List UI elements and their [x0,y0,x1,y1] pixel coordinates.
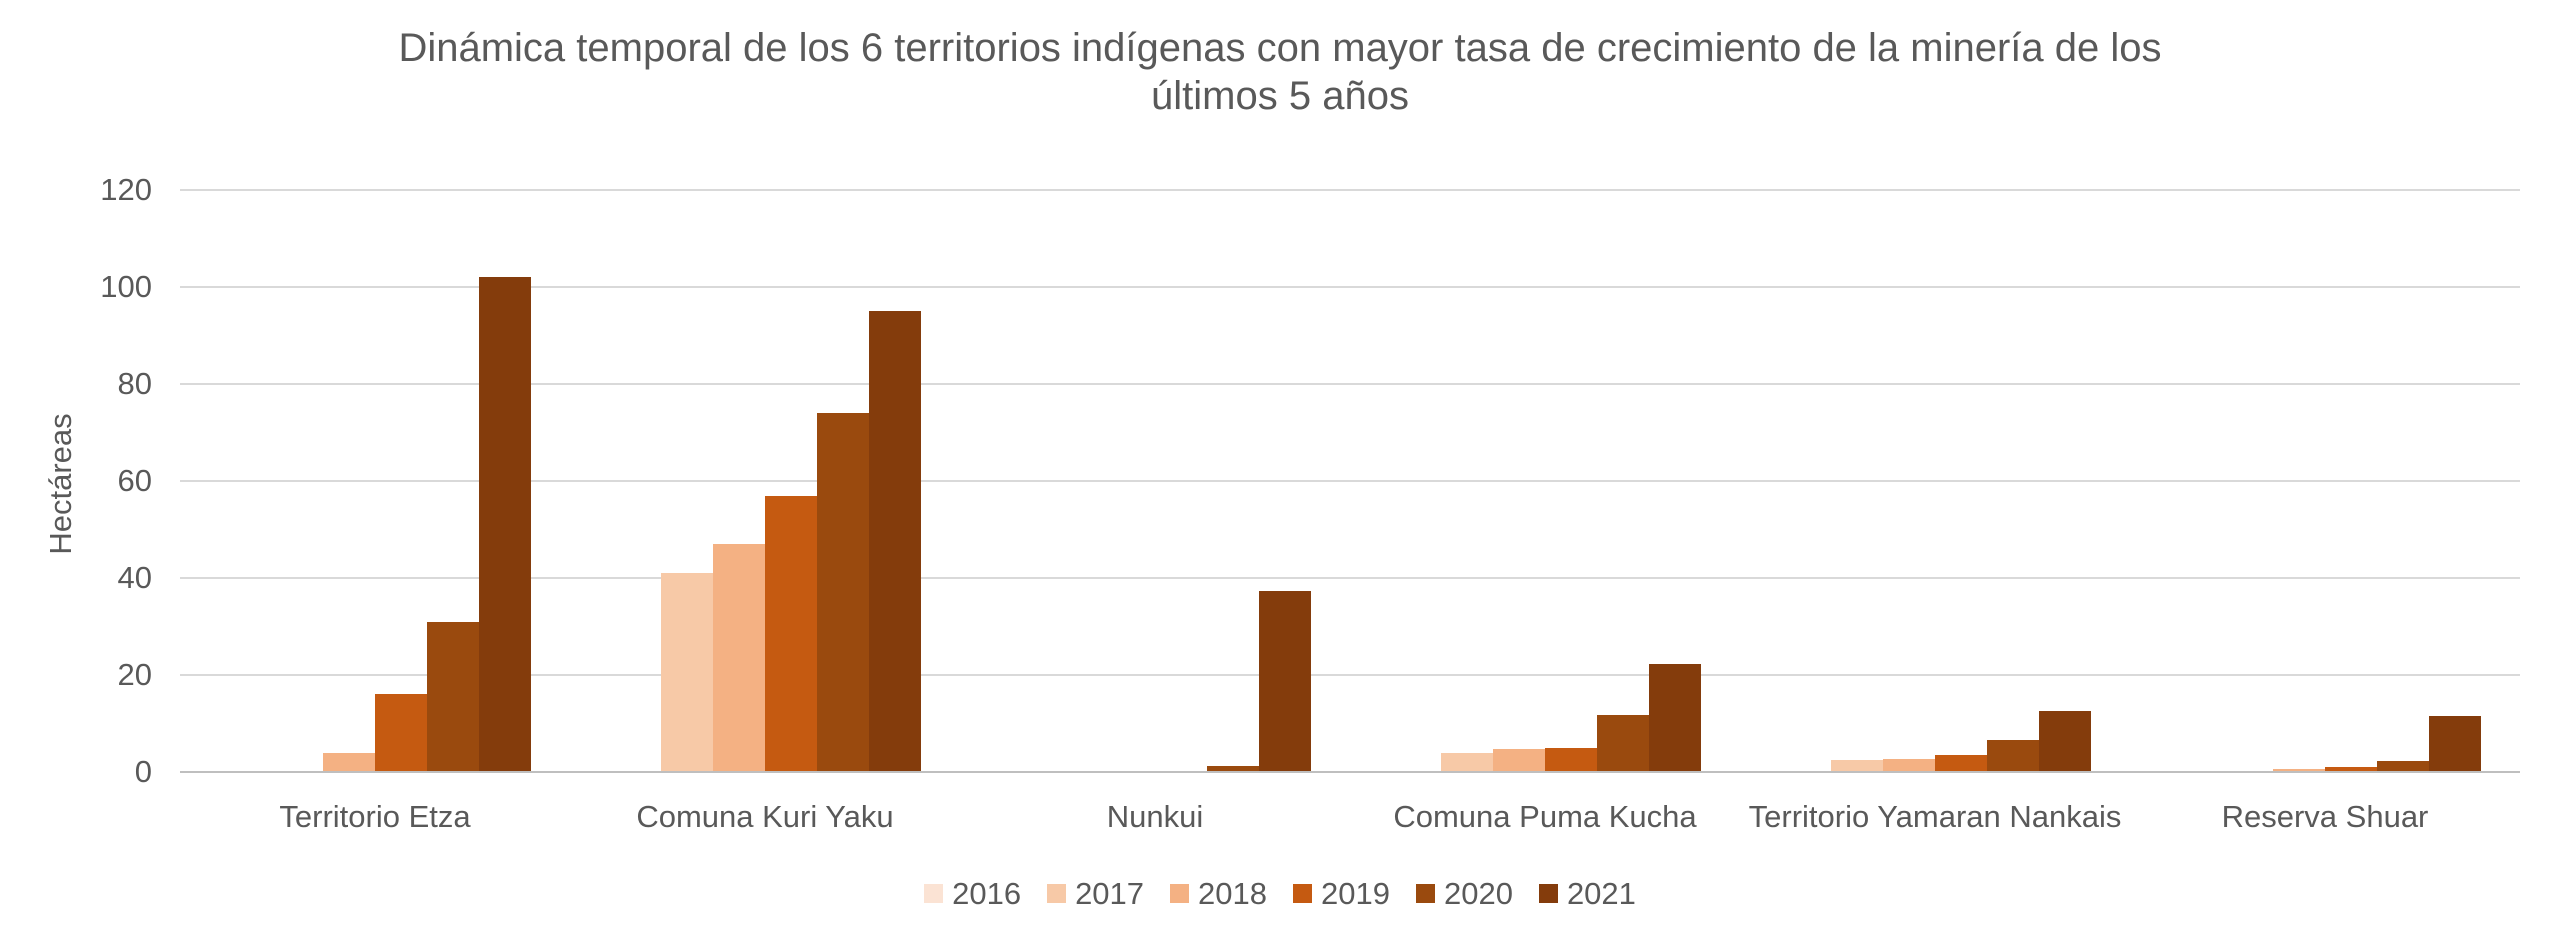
legend-item-2017: 2017 [1047,878,1144,909]
bar-2019-territorio-yamaran-nankais [1935,754,1987,772]
legend-label-2016: 2016 [952,876,1022,911]
y-tick-label: 60 [117,463,152,498]
legend-label-2018: 2018 [1198,876,1267,911]
chart-title-line-2: últimos 5 años [1151,74,1409,118]
legend-item-2020: 2020 [1415,876,1513,911]
gridline [180,189,2520,191]
bar-2018-territorio-yamaran-nankais [1883,758,1935,772]
legend-item-2021: 2021 [1538,876,1636,911]
legend-label-2019: 2019 [1321,876,1390,911]
gridline [180,674,2520,676]
category-label: Territorio Etza [279,799,471,834]
category-label: Nunkui [1106,799,1204,834]
chart-title-line-1: Dinámica temporal de los 6 territorios i… [398,26,2162,70]
legend-swatch-2018 [1170,884,1190,903]
bar-2017-comuna-kuri-yaku [661,573,713,772]
y-tick-label: 0 [134,754,152,789]
bar-2019-territorio-etza [375,694,427,772]
bar-2020-reserva-shuar [2377,760,2429,772]
category-label: Comuna Puma Kucha [1393,799,1697,834]
legend-swatch-2017 [1047,884,1067,903]
category-label: Territorio Yamaran Nankais [1748,799,2122,834]
legend-item-2018: 2018 [1170,878,1267,909]
y-tick-label: 20 [117,657,152,692]
bar-2017-territorio-yamaran-nankais [1831,759,1883,772]
bar-2021-nunkui [1259,591,1311,772]
gridline [180,286,2520,288]
y-tick-label: 120 [100,172,152,207]
legend-swatch-2020 [1415,884,1435,903]
bar-2019-comuna-puma-kucha [1545,747,1597,772]
bar-2020-territorio-etza [427,621,479,772]
y-tick-label: 100 [100,269,152,304]
legend-label-2020: 2020 [1443,876,1513,911]
category-label: Comuna Kuri Yaku [636,799,894,834]
legend-swatch-2016 [924,884,944,903]
category-label: Reserva Shuar [2221,799,2429,834]
gridline [180,480,2520,482]
bar-2018-territorio-etza [323,752,375,772]
y-tick-label: 40 [117,560,152,595]
legend-swatch-2021 [1538,884,1558,903]
bar-2019-reserva-shuar [2325,767,2377,772]
chart-title: Dinámica temporal de los 6 territorios i… [0,24,2560,120]
legend-label-2017: 2017 [1075,876,1145,911]
bar-2020-nunkui [1207,766,1259,772]
gridline [180,383,2520,385]
y-tick-label: 80 [117,366,152,401]
bar-2021-reserva-shuar [2429,716,2481,772]
bar-2018-reserva-shuar [2273,768,2325,772]
bar-2018-comuna-puma-kucha [1493,749,1545,772]
legend-item-2016: 2016 [924,878,1021,909]
bar-2018-comuna-kuri-yaku [713,544,765,772]
legend-swatch-2019 [1293,884,1312,903]
legend-item-2019: 2019 [1293,878,1390,909]
bar-2021-comuna-puma-kucha [1649,663,1701,772]
bar-2017-comuna-puma-kucha [1441,752,1493,772]
gridline [180,577,2520,579]
bar-2021-territorio-etza [479,277,531,772]
bar-2020-comuna-puma-kucha [1597,715,1649,772]
legend: 2016 2017 2018 2019 2020 2021 [0,878,2560,909]
legend-label-2021: 2021 [1566,876,1636,911]
bar-2019-comuna-kuri-yaku [765,495,817,772]
bar-2020-comuna-kuri-yaku [817,413,869,772]
x-axis-line [180,771,2520,773]
bar-2021-territorio-yamaran-nankais [2039,710,2091,772]
bar-2020-territorio-yamaran-nankais [1987,740,2039,772]
bar-2021-comuna-kuri-yaku [869,311,921,772]
